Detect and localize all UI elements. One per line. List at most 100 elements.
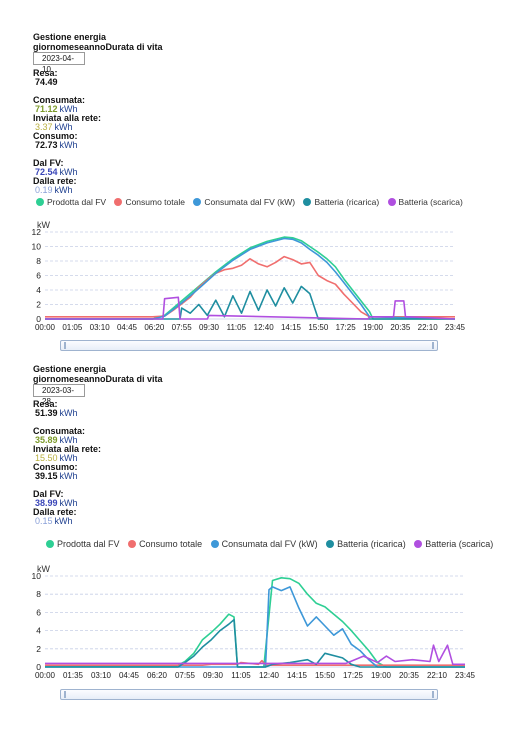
range-slider[interactable] (60, 689, 438, 700)
period-tabs[interactable]: giornomeseannoDurata di vita (33, 374, 163, 384)
x-tick-label: 15:50 (315, 671, 336, 680)
date-input[interactable]: 2023-03-28 (33, 384, 85, 406)
legend-batteria-ricarica[interactable]: Batteria (ricarica) (326, 539, 406, 549)
dallarete-label: Dalla rete: (33, 176, 77, 186)
consumo-value: 72.73 kWh (35, 140, 78, 150)
energy-chart-1: kW 0 2 4 6 8 10 12 00:00 01:05 03:10 04:45 06:20 07:5… (32, 220, 466, 332)
x-tick-label: 01:35 (63, 671, 84, 680)
y-tick-label: 12 (32, 227, 42, 237)
chart-legend: Prodotta dal FV Consumo totale Consumata… (36, 197, 469, 208)
y-tick-label: 8 (36, 256, 41, 266)
y-tick-label: 2 (36, 644, 41, 654)
legend-batteria-ricarica[interactable]: Batteria (ricarica) (303, 197, 379, 207)
series-line-5 (45, 296, 456, 320)
date-input[interactable]: 2023-04-10 (33, 52, 85, 74)
x-tick-label: 04:45 (117, 323, 138, 332)
dalfv-label: Dal FV: (33, 489, 64, 499)
series-line-3 (45, 237, 456, 320)
consumata-label: Consumata: (33, 426, 86, 436)
y-tick-label: 2 (36, 300, 41, 310)
x-tick-label: 23:45 (455, 671, 476, 680)
y-tick-label: 6 (36, 271, 41, 281)
consumata-value: 35.89 kWh (35, 435, 78, 445)
y-tick-label: 0 (36, 662, 41, 672)
inviata-value: 15.50 kWh (35, 453, 78, 463)
x-tick-label: 00:00 (35, 671, 56, 680)
y-tick-label: 10 (32, 571, 42, 581)
panel-title: Gestione energia (33, 364, 107, 374)
x-tick-label: 15:50 (308, 323, 329, 332)
consumo-label: Consumo: (33, 131, 78, 141)
legend-prodotta[interactable]: Prodotta dal FV (36, 197, 106, 207)
x-tick-label: 20:35 (399, 671, 420, 680)
dallarete-value: 0.15 kWh (35, 516, 73, 526)
x-tick-label: 11:05 (227, 323, 247, 332)
slider-handle-right[interactable] (432, 691, 434, 698)
x-tick-label: 11:05 (231, 671, 251, 680)
legend-batteria-scarica[interactable]: Batteria (scarica) (387, 197, 463, 207)
legend-consumata[interactable]: Consumata dal FV (kW) (193, 197, 295, 207)
dalfv-label: Dal FV: (33, 158, 64, 168)
resa-value: 51.39 kWh (35, 408, 78, 418)
y-tick-label: 4 (36, 285, 41, 295)
panel-title: Gestione energia (33, 32, 107, 42)
y-tick-label: 4 (36, 626, 41, 636)
consumo-label: Consumo: (33, 462, 78, 472)
series-line-1 (45, 576, 465, 668)
x-tick-label: 17:25 (343, 671, 364, 680)
series-line-4 (45, 618, 465, 668)
dalfv-value: 38.99 kWh (35, 498, 78, 508)
x-tick-label: 19:00 (371, 671, 392, 680)
x-tick-label: 17:25 (336, 323, 357, 332)
x-tick-label: 20:35 (390, 323, 411, 332)
range-slider[interactable] (60, 340, 438, 351)
resa-label: Resa: (33, 68, 58, 78)
x-tick-label: 07:55 (172, 323, 193, 332)
x-tick-label: 14:15 (281, 323, 302, 332)
legend-consumo-totale[interactable]: Consumo totale (128, 539, 202, 549)
legend-batteria-scarica[interactable]: Batteria (scarica) (414, 539, 493, 549)
inviata-value: 3.37 kWh (35, 122, 73, 132)
slider-handle-right[interactable] (432, 342, 434, 349)
y-axis-label: kW (37, 564, 51, 574)
consumo-value: 39.15 kWh (35, 471, 78, 481)
resa-value: 74.49 (35, 77, 58, 87)
slider-handle-left[interactable] (64, 691, 66, 698)
x-tick-label: 03:10 (90, 323, 111, 332)
series-line-1 (45, 236, 455, 320)
dallarete-value: 0.19 kWh (35, 185, 73, 195)
legend-prodotta[interactable]: Prodotta dal FV (46, 539, 120, 549)
x-tick-label: 09:30 (203, 671, 224, 680)
consumata-label: Consumata: (33, 95, 86, 105)
x-tick-label: 14:15 (287, 671, 308, 680)
x-tick-label: 09:30 (199, 323, 220, 332)
x-tick-label: 03:10 (91, 671, 112, 680)
chart-legend: Prodotta dal FV Consumo totale Consumata… (46, 539, 499, 550)
legend-consumata[interactable]: Consumata dal FV (kW) (210, 539, 318, 549)
x-tick-label: 22:10 (427, 671, 448, 680)
inviata-label: Inviata alla rete: (33, 113, 102, 123)
y-tick-label: 0 (36, 314, 41, 324)
y-tick-label: 8 (36, 589, 41, 599)
inviata-label: Inviata alla rete: (33, 444, 102, 454)
energy-chart-2: kW 0 2 4 6 8 10 00:00 01:35 03:10 04:45 06:20 07:55 0… (32, 564, 476, 680)
x-tick-label: 22:10 (418, 323, 439, 332)
x-tick-label: 12:40 (254, 323, 275, 332)
legend-consumo-totale[interactable]: Consumo totale (114, 197, 185, 207)
series-line-2 (45, 255, 455, 318)
x-tick-label: 19:00 (363, 323, 384, 332)
series-line-4 (45, 285, 455, 320)
y-tick-label: 6 (36, 607, 41, 617)
period-tabs[interactable]: giornomeseannoDurata di vita (33, 42, 163, 52)
consumata-value: 71.12 kWh (35, 104, 78, 114)
x-tick-label: 04:45 (119, 671, 140, 680)
x-tick-label: 12:40 (259, 671, 280, 680)
x-tick-label: 06:20 (144, 323, 165, 332)
slider-handle-left[interactable] (64, 342, 66, 349)
x-tick-label: 00:00 (35, 323, 56, 332)
series-line-5 (45, 644, 465, 666)
series-line-3 (45, 586, 465, 668)
x-tick-label: 23:45 (445, 323, 466, 332)
x-tick-label: 01:05 (62, 323, 83, 332)
y-axis-label: kW (37, 220, 51, 230)
